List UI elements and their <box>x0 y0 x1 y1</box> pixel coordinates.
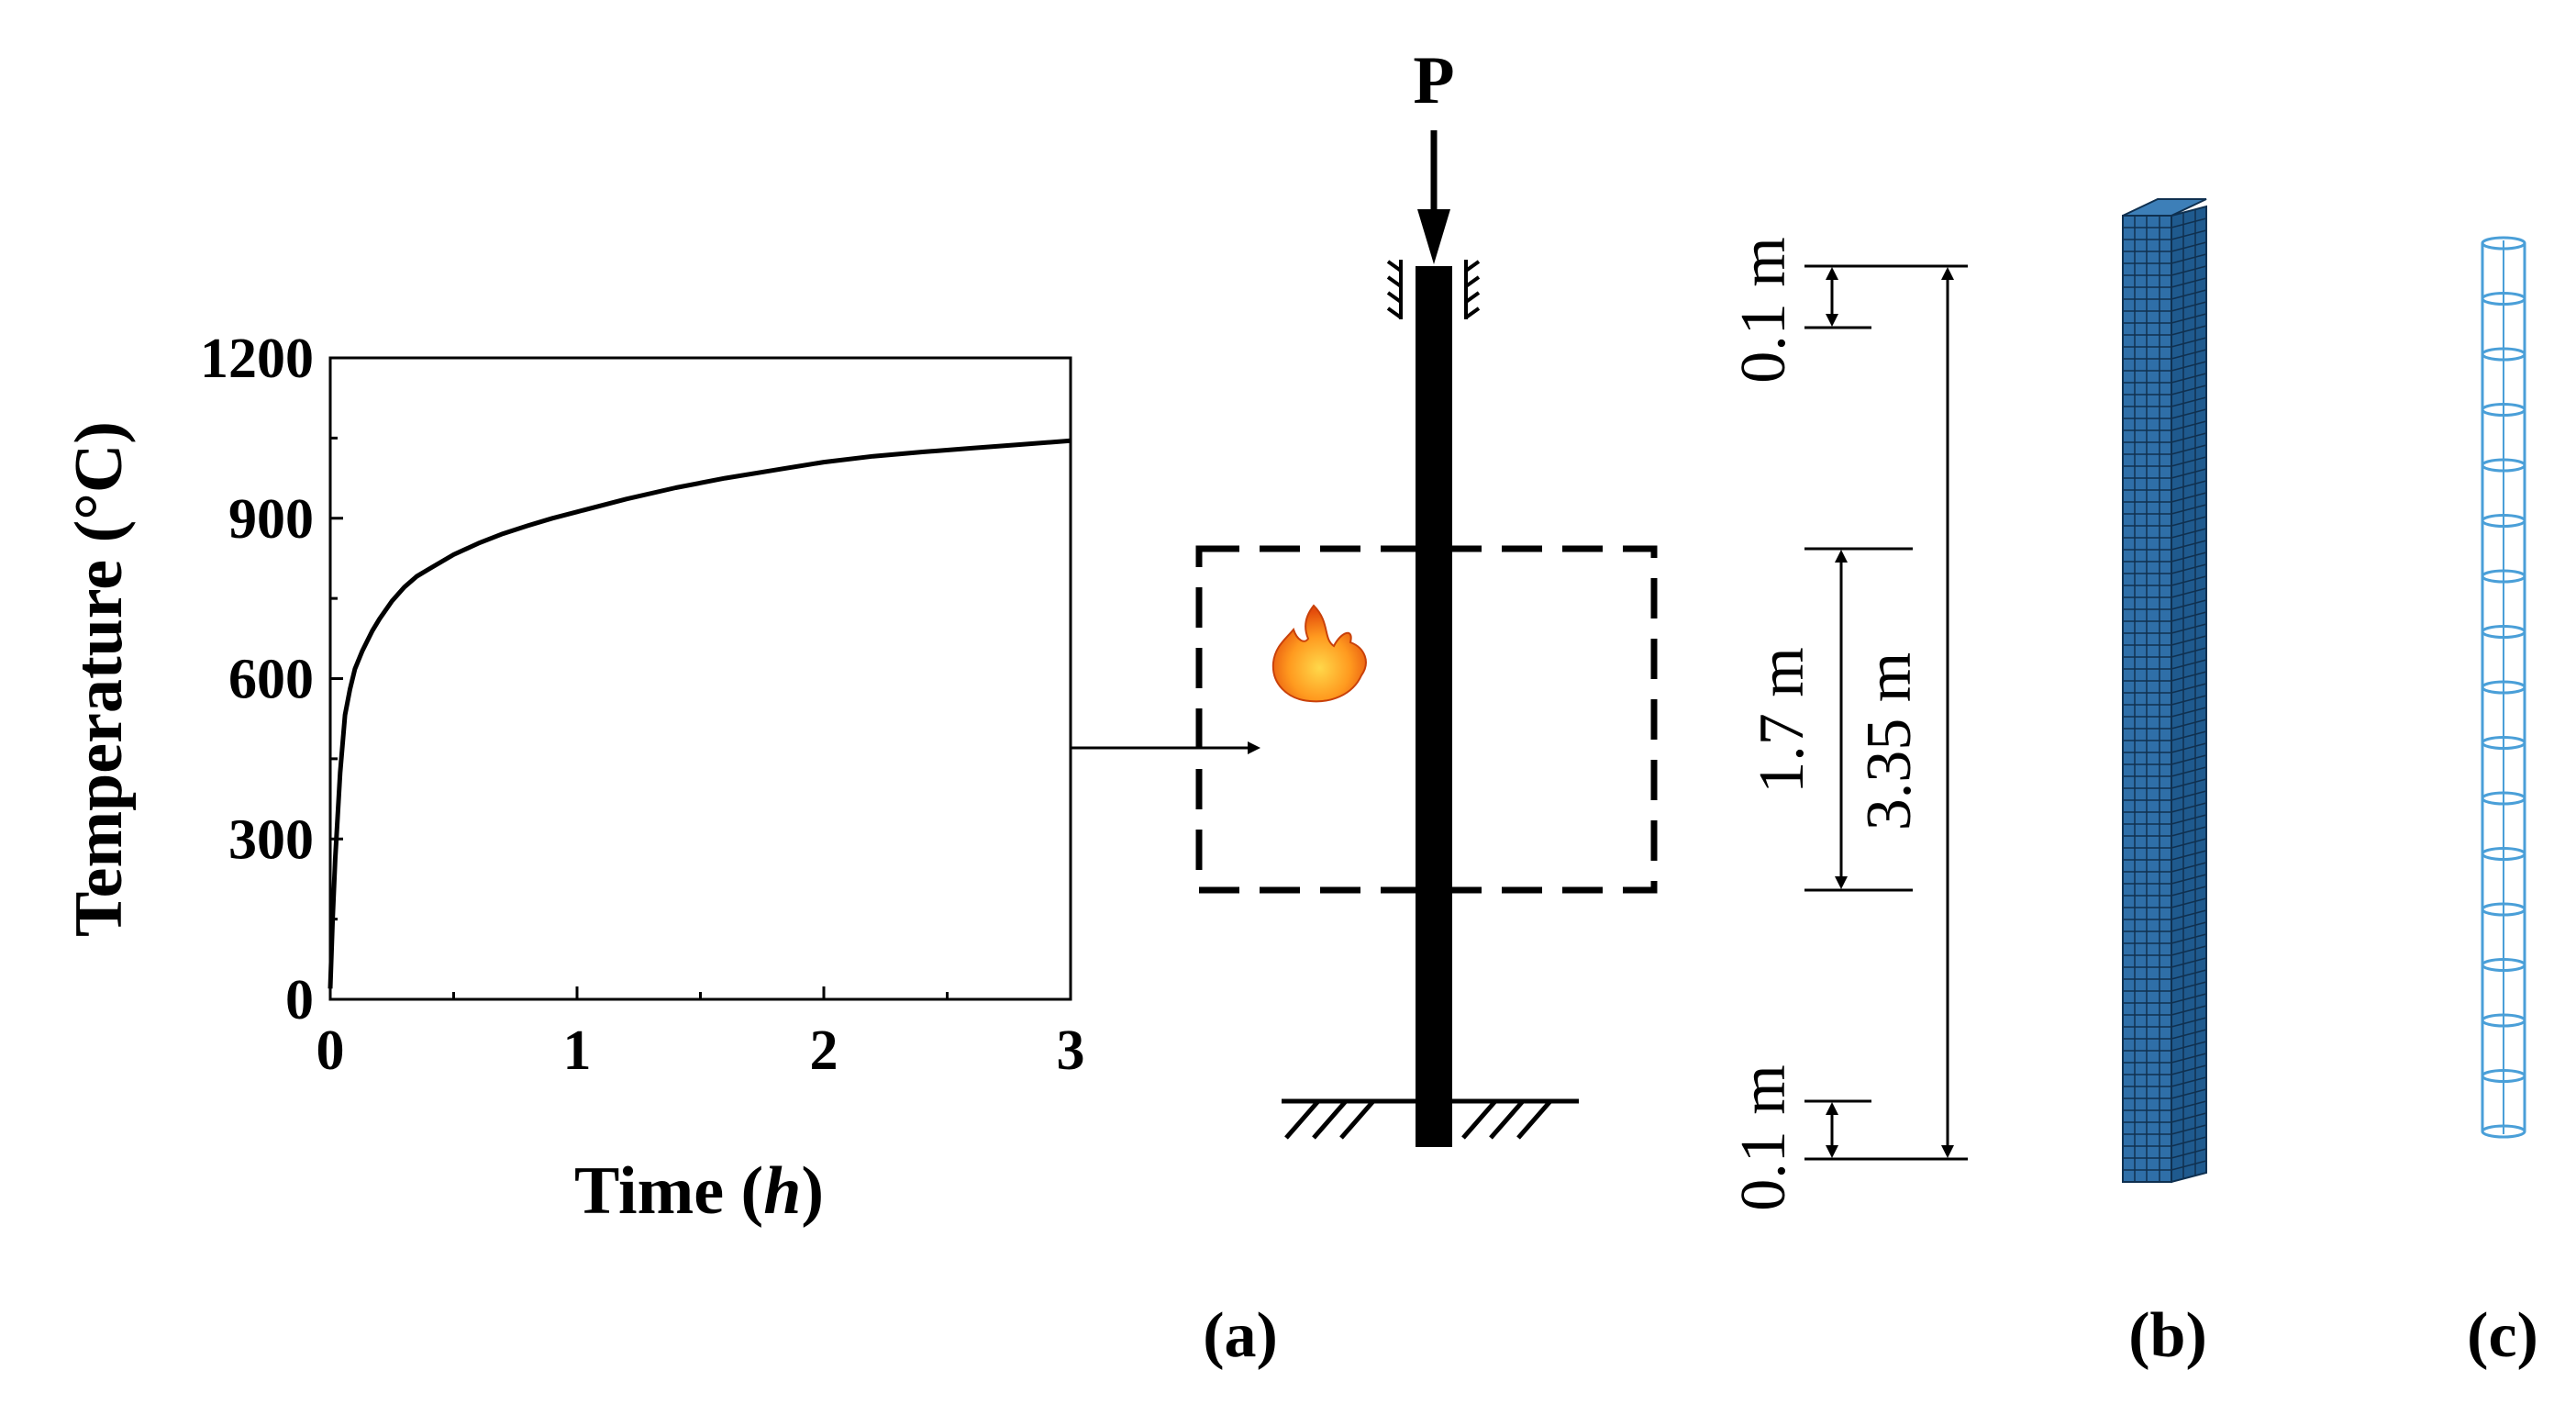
solid-element-mesh <box>2122 198 2207 1184</box>
y-tick-label: 0 <box>285 969 314 1031</box>
x-tick-label: 2 <box>810 1019 838 1082</box>
mesh-grid-lines <box>2123 209 2207 1182</box>
x-tick-labels: 0 1 2 3 <box>316 1019 1085 1082</box>
panel-label-a: (a) <box>1203 1300 1278 1371</box>
y-axis-title: Temperature (°C) <box>61 421 137 937</box>
fire-exposure-zone <box>1195 545 1658 894</box>
beam-wireframe-model <box>2481 236 2526 1139</box>
load-label: P <box>1413 43 1454 118</box>
dim-top-label: 0.1 m <box>1728 237 1799 383</box>
x-axis-title: Time (h) <box>574 1153 824 1229</box>
wireframe-rings <box>2481 236 2526 1139</box>
plot-frame <box>328 356 1072 1001</box>
top-roller-support <box>1386 260 1481 319</box>
panel-label-c: (c) <box>2467 1300 2538 1371</box>
y-tick-label: 600 <box>228 649 314 711</box>
panel-label-b: (b) <box>2128 1300 2207 1371</box>
temperature-time-chart: 0 300 600 900 1200 0 1 2 3 Temperature (°C) Tim… <box>61 328 1085 1229</box>
y-tick-label: 300 <box>228 808 314 871</box>
y-tick-label: 1200 <box>200 328 314 390</box>
steel-column <box>1416 266 1452 1147</box>
mesh-top-face <box>2122 198 2207 217</box>
series-line <box>328 438 1071 989</box>
x-axis-title-unit: h <box>763 1153 801 1229</box>
x-tick-label: 3 <box>1057 1019 1085 1082</box>
fixed-base-support <box>1282 1098 1579 1140</box>
y-tick-labels: 0 300 600 900 1200 <box>200 328 314 1031</box>
x-axis-title-text: Time ( <box>574 1153 763 1229</box>
dim-total-label: 3.35 m <box>1854 652 1925 830</box>
x-tick-label: 1 <box>563 1019 592 1082</box>
x-tick-label: 0 <box>316 1019 345 1082</box>
dim-bottom-label: 0.1 m <box>1728 1064 1799 1210</box>
dim-middle-label: 1.7 m <box>1747 647 1817 793</box>
x-axis-title-close: ) <box>801 1153 824 1229</box>
axis-ticks <box>328 356 1072 1001</box>
flame-icon <box>1271 604 1367 703</box>
dimension-lines <box>1804 264 1968 1161</box>
mesh-side-face <box>2171 205 2207 1184</box>
column-schematic: P <box>1195 43 1658 1147</box>
load-arrowhead <box>1417 209 1450 264</box>
y-tick-label: 900 <box>228 488 314 551</box>
